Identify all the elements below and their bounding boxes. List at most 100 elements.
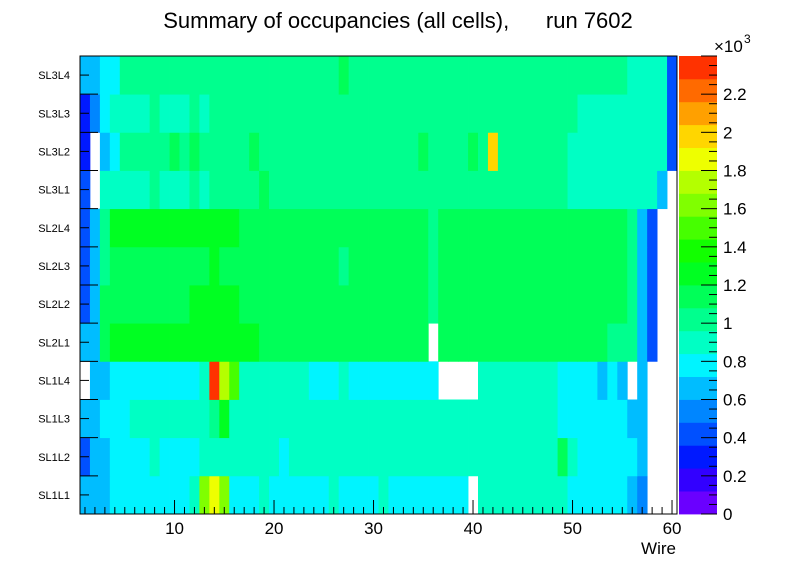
- heatmap-cell: [418, 132, 429, 171]
- heatmap-cell: [179, 323, 190, 362]
- heatmap-cell: [239, 94, 250, 133]
- heatmap-cell: [408, 475, 419, 515]
- heatmap-cell: [159, 437, 170, 477]
- heatmap-cell: [537, 56, 549, 95]
- heatmap-cell: [398, 285, 409, 324]
- heatmap-cell: [378, 285, 389, 324]
- heatmap-cell: [368, 132, 379, 171]
- heatmap-cell: [607, 170, 618, 210]
- heatmap-cell: [149, 208, 160, 248]
- heatmap-cell: [328, 437, 340, 477]
- heatmap-cell: [368, 208, 379, 248]
- heatmap-cell: [358, 285, 369, 324]
- heatmap-cell: [487, 132, 499, 171]
- heatmap-cell: [478, 94, 489, 133]
- heatmap-cell: [617, 323, 628, 362]
- heatmap-cell: [149, 246, 160, 286]
- heatmap-cell: [338, 323, 350, 362]
- heatmap-cell: [189, 246, 200, 286]
- heatmap-cell: [109, 208, 121, 248]
- heatmap-cells: [80, 56, 678, 515]
- heatmap-cell: [368, 56, 379, 95]
- heatmap-cell: [627, 132, 638, 171]
- colorbar-tick-label: 2: [723, 123, 732, 142]
- heatmap-cell: [517, 170, 529, 210]
- heatmap-cell: [667, 56, 678, 95]
- heatmap-cell: [537, 399, 549, 439]
- heatmap-cell: [478, 361, 489, 400]
- heatmap-cell: [428, 246, 439, 286]
- heatmap-cell: [627, 170, 638, 210]
- heatmap-cell: [448, 246, 459, 286]
- heatmap-cell: [667, 132, 678, 171]
- heatmap-cell: [279, 94, 290, 133]
- heatmap-cell: [348, 361, 359, 400]
- heatmap-cell: [288, 170, 300, 210]
- heatmap-cell: [408, 56, 419, 95]
- heatmap-cell: [567, 56, 578, 95]
- heatmap-cell: [458, 437, 469, 477]
- heatmap-cell: [567, 246, 578, 286]
- heatmap-cell: [458, 132, 469, 171]
- heatmap-cell: [547, 323, 558, 362]
- heatmap-cell: [99, 399, 111, 439]
- heatmap-cell: [428, 170, 439, 210]
- heatmap-cell: [179, 170, 190, 210]
- heatmap-cell: [577, 323, 588, 362]
- heatmap-cell: [607, 94, 618, 133]
- heatmap-cell: [428, 132, 439, 171]
- heatmap-cell: [279, 246, 290, 286]
- heatmap-cell: [438, 285, 449, 324]
- heatmap-cell: [388, 94, 399, 133]
- heatmap-cell: [617, 437, 628, 477]
- heatmap-cell: [587, 208, 598, 248]
- color-scale: 0 0.2 0.4 0.6 0.8 1 1.2 1.4 1.6 1.8 2 2.2 ×10 3: [679, 32, 751, 524]
- heatmap-cell: [119, 170, 131, 210]
- heatmap-cell: [288, 399, 300, 439]
- heatmap-cell: [647, 56, 658, 95]
- heatmap-cell: [398, 132, 409, 171]
- heatmap-cell: [487, 399, 499, 439]
- chart-title: Summary of occupancies (all cells), run …: [163, 8, 633, 33]
- colorbar-exponent: 3: [744, 32, 751, 46]
- heatmap-cell: [298, 285, 310, 324]
- heatmap-cell: [308, 399, 320, 439]
- heatmap-cell: [547, 285, 558, 324]
- heatmap-cell: [368, 475, 379, 515]
- heatmap-cell: [617, 170, 628, 210]
- heatmap-cell: [109, 285, 121, 324]
- heatmap-cell: [537, 132, 549, 171]
- heatmap-cell: [209, 437, 220, 477]
- heatmap-cell: [567, 399, 578, 439]
- heatmap-cell: [259, 170, 270, 210]
- heatmap-cell: [527, 170, 539, 210]
- heatmap-cell: [239, 208, 250, 248]
- heatmap-cell: [527, 208, 539, 248]
- heatmap-cell: [388, 56, 399, 95]
- heatmap-cell: [239, 361, 250, 400]
- heatmap-cell: [348, 323, 359, 362]
- heatmap-cell: [269, 475, 280, 515]
- heatmap-cell: [249, 94, 260, 133]
- heatmap-cell: [328, 208, 340, 248]
- heatmap-cell: [269, 94, 280, 133]
- heatmap-cell: [179, 56, 190, 95]
- colorbar-swatch: [679, 307, 717, 332]
- heatmap-cell: [577, 56, 588, 95]
- heatmap-cell: [517, 56, 529, 95]
- heatmap-cell: [557, 437, 568, 477]
- heatmap-cell: [487, 94, 499, 133]
- heatmap-cell: [229, 94, 240, 133]
- colorbar-swatch: [679, 78, 717, 103]
- heatmap-cell: [318, 56, 330, 95]
- heatmap-cell: [199, 399, 210, 439]
- heatmap-cell: [607, 246, 618, 286]
- heatmap-cell: [348, 170, 359, 210]
- heatmap-cell: [408, 323, 419, 362]
- heatmap-cell: [537, 170, 549, 210]
- heatmap-cell: [288, 56, 300, 95]
- y-category-label: SL2L4: [38, 223, 70, 235]
- heatmap-cell: [458, 56, 469, 95]
- heatmap-cell: [507, 285, 519, 324]
- heatmap-cell: [597, 94, 608, 133]
